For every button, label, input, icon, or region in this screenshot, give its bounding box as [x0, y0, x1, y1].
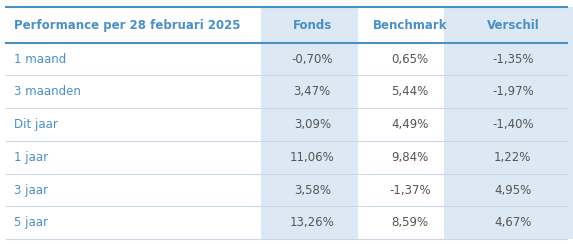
Text: 3,47%: 3,47%	[293, 85, 331, 98]
Text: 5,44%: 5,44%	[391, 85, 429, 98]
Text: Verschil: Verschil	[486, 19, 539, 31]
Text: Performance per 28 februari 2025: Performance per 28 februari 2025	[14, 19, 241, 31]
Text: 4,95%: 4,95%	[494, 183, 532, 196]
Text: -1,97%: -1,97%	[492, 85, 533, 98]
Text: -1,37%: -1,37%	[389, 183, 430, 196]
Text: Benchmark: Benchmark	[372, 19, 447, 31]
Text: Fonds: Fonds	[293, 19, 332, 31]
Text: 3,58%: 3,58%	[294, 183, 331, 196]
Text: -1,35%: -1,35%	[492, 52, 533, 66]
Text: 4,49%: 4,49%	[391, 118, 429, 131]
Text: 1 jaar: 1 jaar	[14, 151, 49, 164]
Text: Dit jaar: Dit jaar	[14, 118, 58, 131]
Text: 1 maand: 1 maand	[14, 52, 66, 66]
Text: 11,06%: 11,06%	[290, 151, 335, 164]
Bar	[444, 7, 573, 239]
Text: 5 jaar: 5 jaar	[14, 216, 48, 229]
Text: 0,65%: 0,65%	[391, 52, 428, 66]
Text: 3,09%: 3,09%	[294, 118, 331, 131]
Text: -1,40%: -1,40%	[492, 118, 533, 131]
Text: 8,59%: 8,59%	[391, 216, 428, 229]
Text: 9,84%: 9,84%	[391, 151, 429, 164]
Text: 4,67%: 4,67%	[494, 216, 532, 229]
Text: -0,70%: -0,70%	[292, 52, 333, 66]
Text: 3 maanden: 3 maanden	[14, 85, 81, 98]
Bar	[261, 7, 358, 239]
Text: 1,22%: 1,22%	[494, 151, 532, 164]
Text: 13,26%: 13,26%	[290, 216, 335, 229]
Text: 3 jaar: 3 jaar	[14, 183, 48, 196]
